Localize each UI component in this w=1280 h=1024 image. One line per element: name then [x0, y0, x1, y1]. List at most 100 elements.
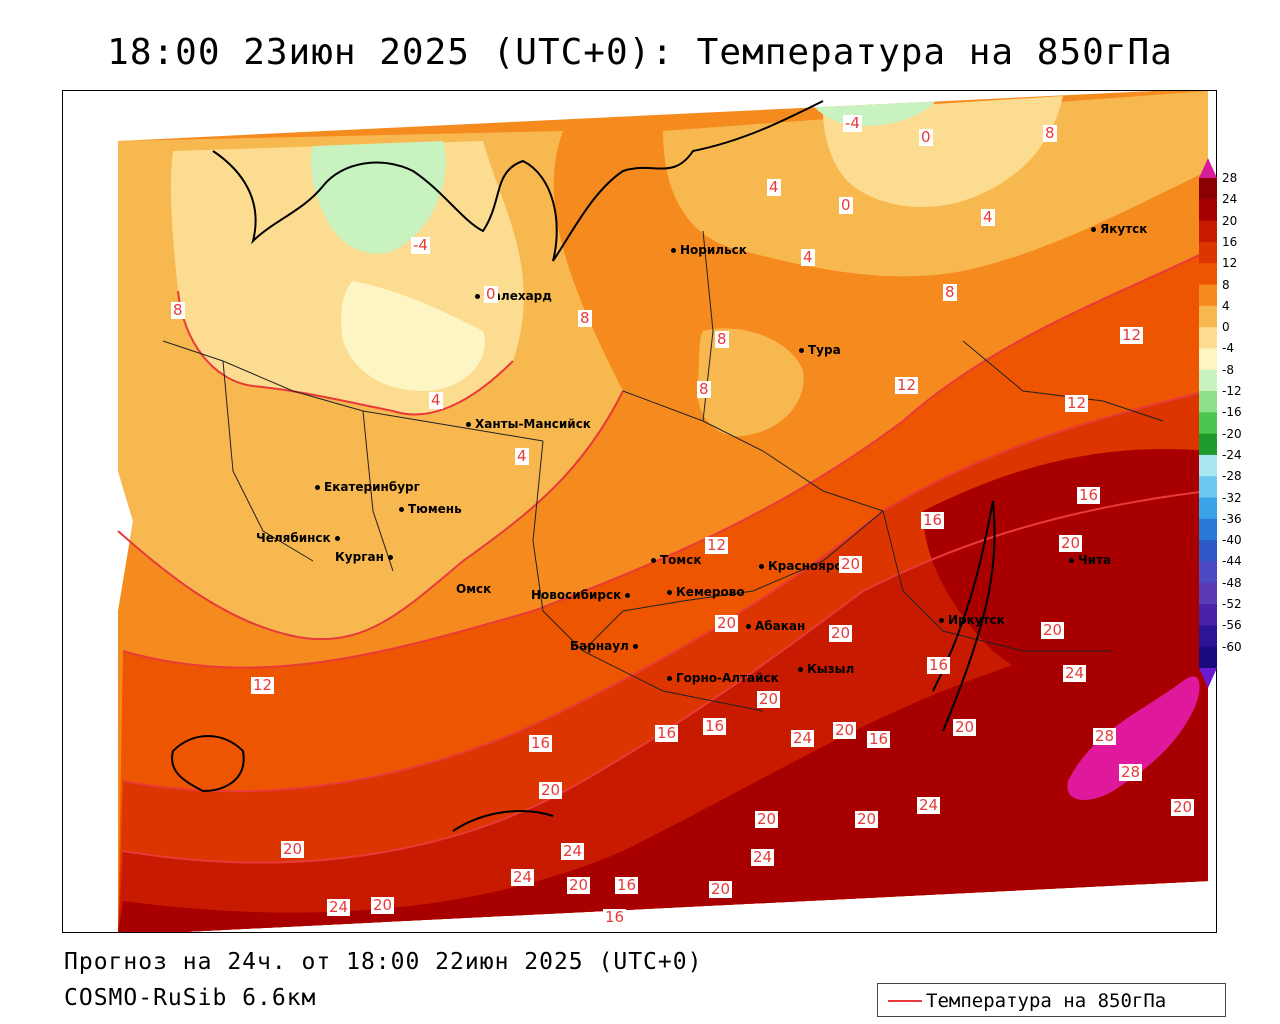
isotherm-label: 20 — [757, 690, 781, 708]
isotherm-label: 28 — [1093, 727, 1117, 745]
isotherm-label: 8 — [171, 301, 185, 319]
colorbar-swatch — [1199, 220, 1217, 243]
isotherm-label: 16 — [655, 724, 679, 742]
colorbar-swatch — [1199, 646, 1217, 669]
colorbar-top-arrow — [1199, 158, 1217, 178]
isotherm-lines — [117, 250, 1209, 864]
city-novosibirsk: Новосибирск — [531, 588, 634, 602]
isotherm-label: 20 — [855, 810, 879, 828]
colorbar-tick-label: 16 — [1222, 234, 1238, 249]
isotherm-label: 24 — [917, 796, 941, 814]
isotherm-label: 8 — [578, 309, 592, 327]
isotherm-label: 8 — [715, 330, 729, 348]
isotherm-label: 20 — [539, 781, 563, 799]
city-kyzyl: Кызыл — [798, 662, 854, 676]
colorbar-tick-label: 12 — [1222, 256, 1238, 271]
city-krasnoyarsk: Красноярск — [759, 559, 850, 573]
isotherm-label: 20 — [833, 721, 857, 739]
city-kurgan: Курган — [335, 550, 397, 564]
colorbar-swatch — [1199, 305, 1217, 328]
isotherm-label: 20 — [755, 810, 779, 828]
isotherm-label: 16 — [703, 717, 727, 735]
isotherm-label: 20 — [1171, 798, 1195, 816]
colorbar-tick-label: -28 — [1222, 469, 1242, 484]
isotherm-label: 16 — [603, 908, 627, 926]
city-chita: Чита — [1069, 553, 1111, 567]
colorbar-swatch — [1199, 604, 1217, 626]
isotherm-label: 20 — [839, 555, 863, 573]
city-tyumen: Тюмень — [399, 502, 462, 516]
isotherm-label: 0 — [484, 285, 498, 303]
zone-24 — [118, 611, 1208, 932]
colorbar-tick-label: 28 — [1222, 171, 1238, 185]
colorbar-tick-label: -48 — [1222, 575, 1242, 590]
colorbar-swatch — [1199, 497, 1217, 520]
isotherm-label: 12 — [1065, 394, 1089, 412]
map-title: 18:00 23июн 2025 (UTC+0): Температура на… — [107, 32, 1173, 73]
colorbar-tick-label: -8 — [1222, 362, 1234, 377]
colorbar-swatch — [1199, 582, 1217, 605]
zone-0-inner — [341, 281, 485, 391]
isotherm-label: 4 — [767, 178, 781, 196]
isotherm-label: 16 — [1077, 486, 1101, 504]
isotherm-label: 12 — [251, 676, 275, 694]
colorbar-tick-label: -24 — [1222, 447, 1242, 462]
colorbar-tick-label: -20 — [1222, 426, 1242, 441]
city-norilsk: Норильск — [671, 243, 747, 257]
city-chelyabinsk: Челябинск — [256, 531, 344, 545]
isotherm-label: 16 — [529, 734, 553, 752]
colorbar-tick-label: -44 — [1222, 554, 1242, 569]
isotherm-label: 8 — [697, 380, 711, 398]
zone-4-tura — [697, 328, 804, 437]
isotherm-label: 20 — [567, 876, 591, 894]
colorbar-tick-label: -32 — [1222, 490, 1242, 505]
colorbar-tick-label: 4 — [1222, 298, 1230, 313]
city-tomsk: Томск — [651, 553, 702, 567]
isotherm-label: 12 — [895, 376, 919, 394]
city-tura: Тура — [799, 343, 841, 357]
zone-28-south — [733, 907, 853, 932]
isotherm-label: 20 — [1059, 534, 1083, 552]
legend-label: Температура на 850гПа — [926, 990, 1167, 1012]
boundaries — [162, 230, 1164, 712]
colorbar-tick-label: -56 — [1222, 618, 1242, 633]
isotherm-label: 20 — [715, 614, 739, 632]
isotherm-label: -4 — [843, 114, 862, 132]
colorbar-swatch — [1199, 518, 1217, 541]
colorbar-swatch — [1199, 348, 1217, 371]
colorbar-tick-label: 20 — [1222, 213, 1238, 228]
colorbar-swatch — [1199, 540, 1217, 562]
colorbar-tick-label: -40 — [1222, 533, 1242, 548]
colorbar-swatch — [1199, 561, 1217, 584]
city-yakutsk: Якутск — [1091, 222, 1147, 236]
colorbar-swatch — [1199, 284, 1217, 307]
colorbar-tick-label: -16 — [1222, 405, 1242, 420]
temperature-map[interactable]: Норильск Якутск Салехард Тура Ханты-Манс… — [62, 90, 1217, 933]
colorbar-swatch — [1199, 178, 1217, 200]
isotherm-label: 20 — [709, 880, 733, 898]
forecast-info: Прогноз на 24ч. от 18:00 22июн 2025 (UTC… — [64, 949, 703, 975]
isotherm-label: 0 — [919, 128, 933, 146]
colorbar-tick-label: 0 — [1222, 320, 1230, 335]
isotherm-label: 16 — [867, 730, 891, 748]
colorbar-swatch — [1199, 369, 1217, 392]
colorbar-swatch — [1199, 454, 1217, 477]
city-barnaul: Барнаул — [570, 639, 642, 653]
colorbar-swatch — [1199, 199, 1217, 222]
colorbar-swatch — [1199, 391, 1217, 413]
isotherm-label: 0 — [839, 196, 853, 214]
zone-28 — [1067, 676, 1200, 801]
isotherm-label: 24 — [511, 868, 535, 886]
isotherm-label: 12 — [705, 536, 729, 554]
colorbar-swatch — [1199, 263, 1217, 286]
colorbar-tick-label: -60 — [1222, 639, 1242, 654]
model-info: COSMO-RuSib 6.6км — [64, 985, 317, 1011]
isotherm-label: 4 — [801, 248, 815, 266]
city-irkutsk: Иркутск — [939, 613, 1005, 627]
city-salekhard: Салехард — [475, 289, 552, 303]
isotherm-label: 8 — [1043, 124, 1057, 142]
colorbar-bottom-arrow — [1199, 668, 1217, 688]
isotherm-label: 24 — [751, 848, 775, 866]
isotherm-label: -4 — [411, 236, 430, 254]
city-khanty-mansiysk: Ханты-Мансийск — [466, 417, 591, 431]
